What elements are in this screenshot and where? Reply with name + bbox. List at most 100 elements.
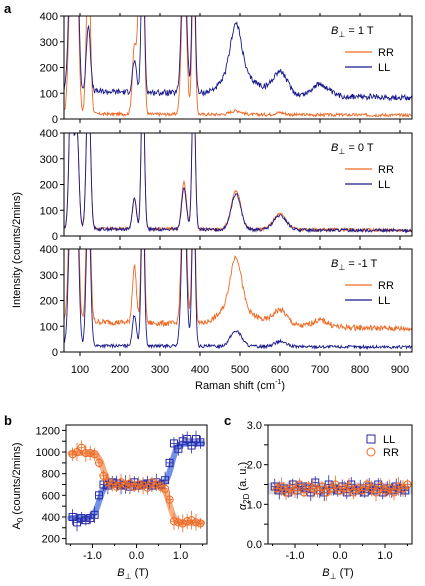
y-tick-label: 400 (40, 11, 58, 23)
data-point-ll (183, 435, 192, 444)
data-point-ll (374, 480, 383, 489)
data-point-rr (335, 486, 345, 495)
data-point-rr (299, 488, 309, 497)
data-point-rr (90, 450, 99, 459)
field-symbol: B (331, 142, 338, 154)
x-tick-label: 500 (231, 364, 249, 376)
data-point-rr (94, 458, 104, 467)
data-point-rr (130, 482, 139, 491)
data-point-rr (143, 483, 152, 492)
data-point-ll (187, 441, 196, 450)
data-point-rr (68, 450, 77, 459)
subpanel-b-zero: 0 100 200 300 400 B⊥ = 0 T RR LL (40, 128, 413, 243)
y-tick-label: 400 (42, 512, 60, 524)
field-subscript: ⊥ (338, 30, 345, 39)
x-tick-label: 900 (391, 364, 409, 376)
series-line-rr (64, 16, 412, 119)
data-point-ll (68, 512, 77, 521)
data-point-rr (147, 478, 157, 487)
data-point-rr (295, 480, 304, 489)
data-point-rr (308, 484, 318, 493)
data-point-ll (360, 488, 369, 497)
data-point-rr (277, 482, 286, 491)
x-tick-label: 100 (71, 364, 89, 376)
field-label: B⊥ = -1 T (331, 258, 377, 272)
y-tick-label: 0 (52, 114, 58, 126)
field-value: = 1 T (345, 25, 374, 37)
legend-marker-rr (366, 447, 376, 457)
legend-label-ll: LL (378, 62, 390, 74)
x-tick-label: 0.0 (129, 550, 144, 562)
data-point-ll (77, 514, 86, 523)
data-point-rr (272, 484, 282, 493)
legend-label-rr: RR (378, 164, 394, 176)
data-point-rr (174, 518, 183, 527)
data-point-rr (183, 517, 192, 526)
data-point-rr (196, 519, 205, 528)
y-tick-label: 400 (40, 128, 58, 140)
legend-label-ll: LL (383, 434, 395, 446)
x-tick-label: 600 (271, 364, 289, 376)
y-tick-label: 300 (40, 270, 58, 282)
data-point-rr (344, 482, 354, 491)
field-symbol: B (331, 25, 338, 37)
y-tick-label: 200 (40, 63, 58, 75)
series-line-ll (64, 133, 412, 234)
data-point-rr (353, 484, 363, 493)
y-tick-label: 2.0 (247, 460, 262, 472)
panel-a-y-axis-label: Intensity (counts/2mins) (11, 192, 23, 308)
data-point-rr (161, 484, 170, 493)
data-point-ll (95, 491, 104, 500)
legend-label-ll: LL (378, 179, 390, 191)
panel-b-y-axis-label: A0 (counts/2mins) (11, 443, 25, 530)
field-value: = 0 T (345, 142, 374, 154)
data-point-rr (99, 471, 108, 480)
x-tick-label: 1.0 (173, 550, 188, 562)
data-point-rr (331, 480, 340, 489)
x-tick-label: 200 (111, 364, 129, 376)
field-value: = -1 T (345, 258, 377, 270)
panel-letter-b: b (4, 413, 12, 428)
y-tick-label: 1200 (36, 425, 60, 437)
y-tick-label: 3.0 (247, 420, 262, 432)
legend-label-ll: LL (378, 295, 390, 307)
panel-b-amplitude: 200 400 600 800 1000 1200 -1.0 0.0 1.0 A0 (count… (11, 424, 208, 581)
y-tick-label: 800 (42, 469, 60, 481)
data-point-rr (134, 480, 143, 489)
data-point-ll (196, 438, 205, 447)
y-tick-label: 200 (40, 296, 58, 308)
data-point-ll (369, 486, 378, 495)
data-point-rr (394, 482, 403, 491)
field-label: B⊥ = 0 T (331, 142, 374, 156)
field-subscript: ⊥ (338, 263, 345, 272)
legend-label-rr: RR (383, 447, 399, 459)
y-tick-label: 0 (52, 231, 58, 243)
data-point-rr (112, 482, 121, 491)
data-point-rr (103, 478, 112, 487)
series-line-ll (64, 249, 412, 351)
data-point-rr (72, 447, 82, 457)
data-point-ll (347, 480, 356, 489)
data-point-rr (340, 484, 349, 493)
data-point-rr (389, 488, 399, 497)
x-tick-label: 700 (311, 364, 329, 376)
data-point-rr (152, 480, 161, 489)
data-point-rr (286, 484, 295, 493)
data-point-rr (121, 480, 130, 489)
field-symbol: B (331, 258, 338, 270)
panel-b-plot-area: 200 400 600 800 1000 1200 -1.0 0.0 1.0 (36, 424, 208, 562)
y-tick-label: 100 (40, 321, 58, 333)
data-point-rr (86, 449, 95, 458)
data-point-rr (156, 482, 165, 491)
y-tick-label: 100 (40, 205, 58, 217)
data-point-ll (174, 444, 183, 453)
data-point-rr (139, 481, 148, 490)
data-point-rr (165, 495, 174, 504)
data-point-rr (304, 482, 313, 491)
y-tick-label: 1000 (36, 447, 60, 459)
data-point-rr (77, 443, 86, 452)
